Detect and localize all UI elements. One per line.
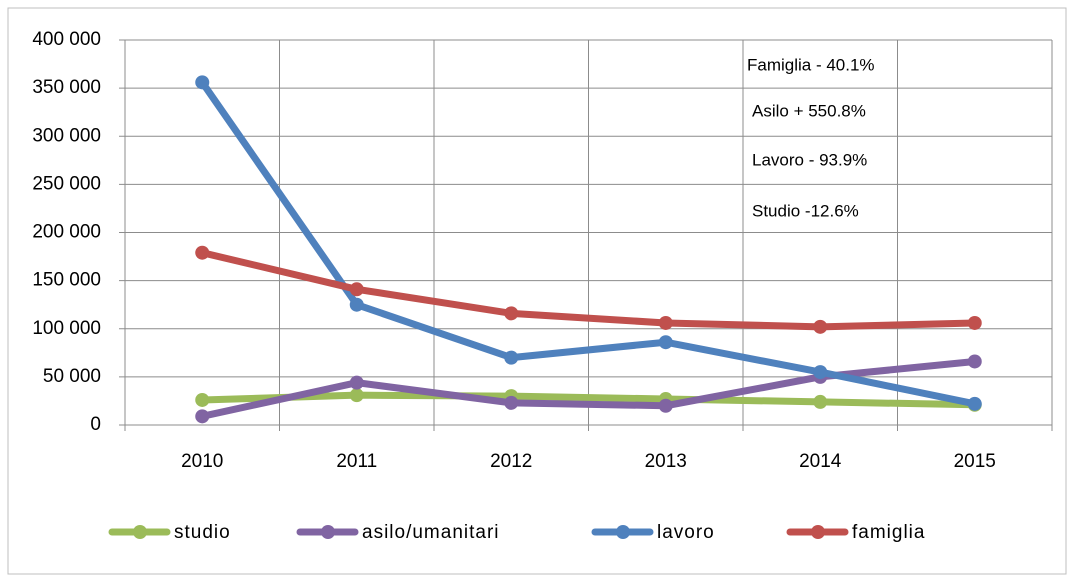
x-tick-label: 2010 — [181, 451, 223, 472]
marker — [967, 354, 982, 369]
marker — [504, 395, 519, 410]
legend-label: asilo/umanitari — [362, 522, 500, 543]
marker — [813, 365, 828, 380]
marker — [967, 396, 982, 411]
marker — [349, 282, 364, 297]
legend-marker — [133, 525, 147, 539]
marker — [658, 315, 673, 330]
y-tick-label: 200 000 — [32, 222, 101, 243]
marker — [195, 392, 210, 407]
annotation: Lavoro - 93.9% — [752, 150, 867, 169]
marker — [195, 409, 210, 424]
marker — [349, 388, 364, 403]
x-tick-label: 2012 — [490, 451, 532, 472]
x-tick-label: 2015 — [954, 451, 996, 472]
legend-marker — [321, 525, 335, 539]
x-tick-label: 2011 — [336, 451, 377, 472]
y-tick-label: 100 000 — [32, 318, 101, 339]
y-tick-label: 0 — [90, 414, 101, 435]
annotation: Famiglia - 40.1% — [747, 55, 875, 74]
y-tick-label: 350 000 — [32, 77, 101, 98]
y-tick-label: 50 000 — [43, 366, 101, 387]
legend-label: lavoro — [657, 522, 715, 543]
marker — [967, 315, 982, 330]
marker — [349, 297, 364, 312]
marker — [195, 75, 210, 90]
marker — [813, 319, 828, 334]
legend-label: studio — [174, 522, 231, 543]
marker — [658, 335, 673, 350]
series-line — [198, 391, 979, 409]
annotation: Studio -12.6% — [752, 201, 859, 220]
y-tick-label: 300 000 — [32, 125, 101, 146]
y-tick-label: 400 000 — [32, 29, 101, 50]
annotation: Asilo + 550.8% — [752, 101, 866, 120]
marker — [349, 375, 364, 390]
legend-label: famiglia — [852, 522, 925, 543]
legend-marker — [616, 525, 630, 539]
marker — [504, 350, 519, 365]
marker — [658, 398, 673, 413]
x-tick-label: 2014 — [799, 451, 842, 472]
marker — [813, 394, 828, 409]
x-tick-label: 2013 — [645, 451, 687, 472]
series-line — [198, 249, 979, 331]
marker — [504, 306, 519, 321]
chart-border — [7, 7, 1067, 575]
y-tick-label: 150 000 — [32, 270, 101, 291]
legend-marker — [811, 525, 825, 539]
y-tick-label: 250 000 — [32, 173, 101, 194]
series-line — [198, 78, 979, 408]
marker — [195, 245, 210, 260]
